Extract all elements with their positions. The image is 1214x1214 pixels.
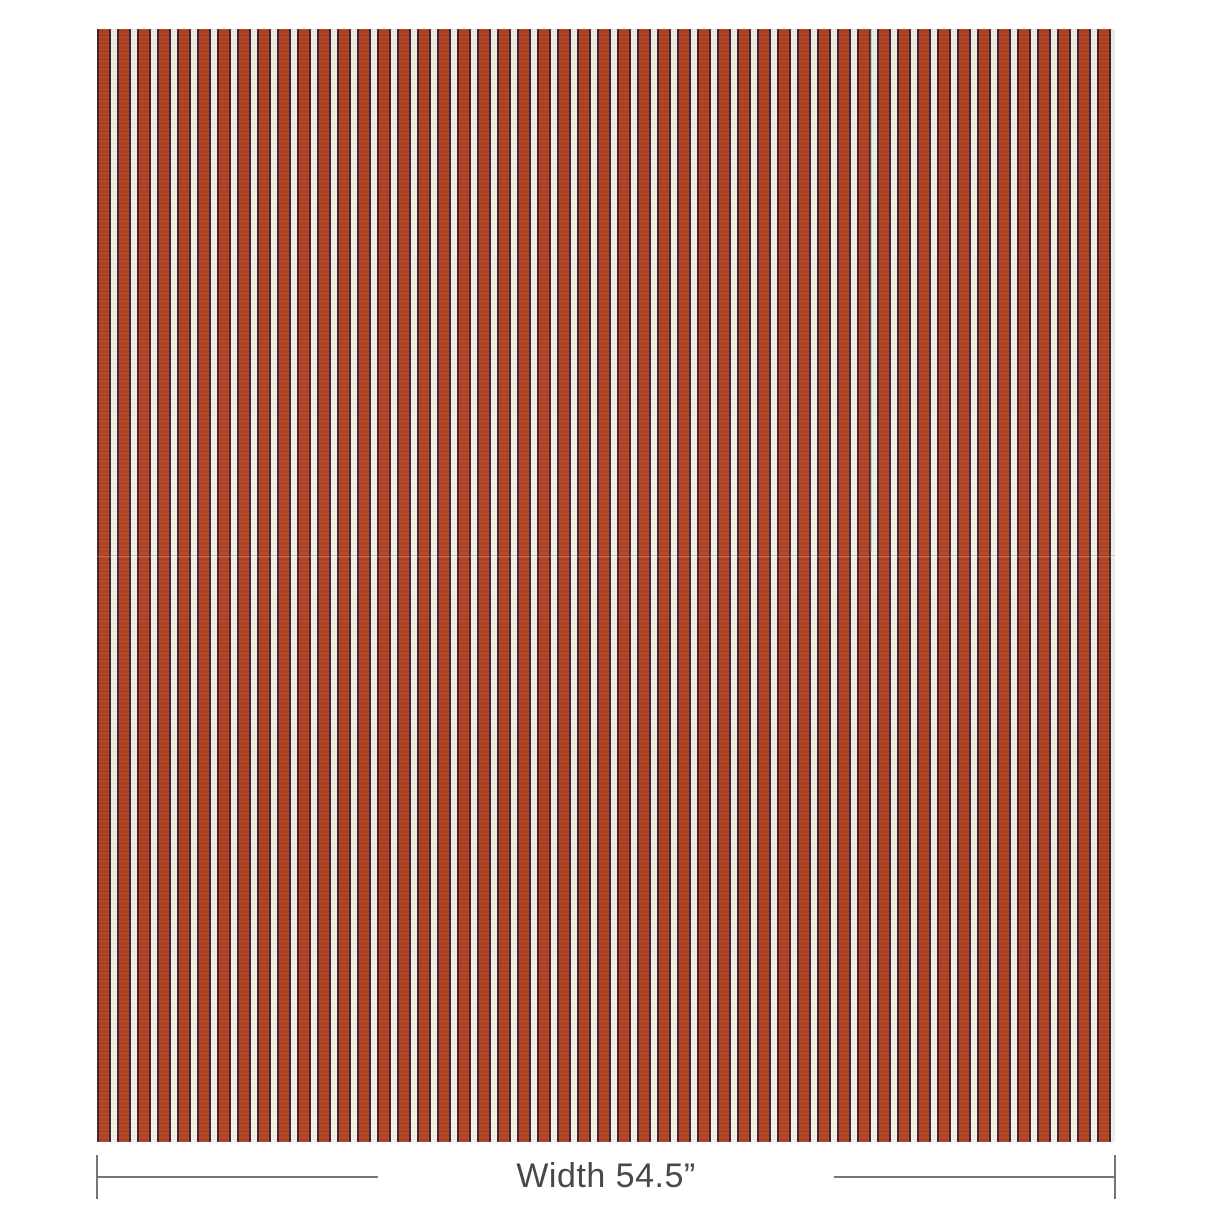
fabric-vertical-crease [870,29,872,552]
dimension-line-right-segment [833,1176,1115,1178]
width-dimension-label: Width 54.5” [516,1156,696,1195]
width-dimension-annotation: Width 54.5” [96,1155,1117,1199]
dimension-line-left-segment [98,1176,379,1178]
dimension-left-tick [96,1155,98,1199]
dimension-right-tick [1114,1155,1117,1199]
fabric-horizontal-seam [97,555,1115,556]
striped-fabric-swatch-image [97,29,1115,1142]
